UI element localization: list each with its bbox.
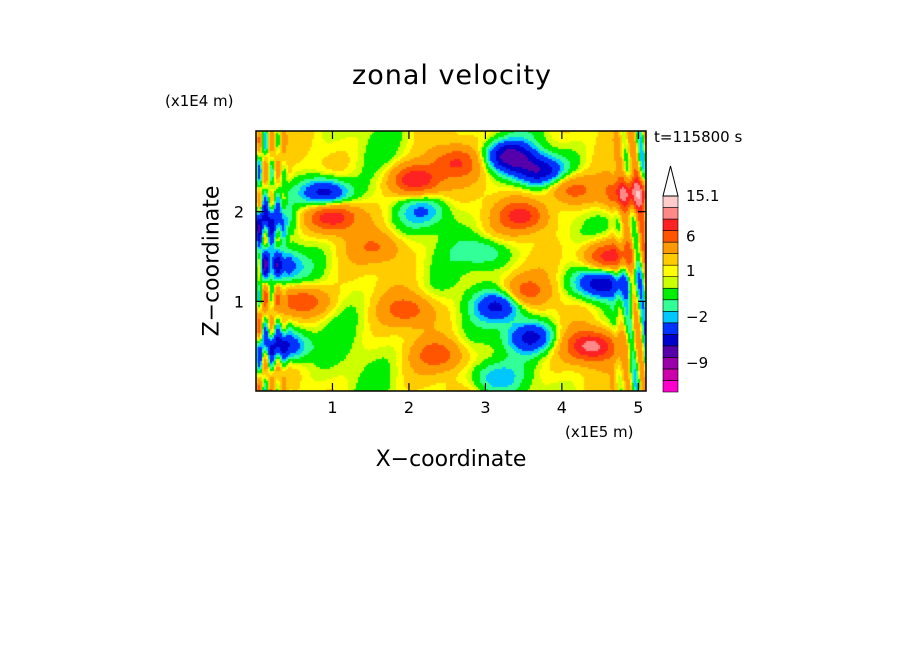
colorbar-swatch [662, 253, 679, 266]
y-axis-label: Z−coordinate [199, 185, 225, 337]
colorbar-label: −2 [686, 308, 708, 326]
colorbar-swatch [662, 264, 679, 278]
chart-title: zonal velocity [352, 60, 552, 91]
x-tick-label: 1 [327, 398, 337, 417]
plot-frame [255, 130, 647, 392]
colorbar: 15.1 6 1 −2 −9 [662, 165, 719, 393]
colorbar-swatch [662, 241, 679, 254]
y-tick-label: 2 [234, 203, 244, 222]
colorbar-swatch [662, 218, 679, 231]
colorbar-label: 15.1 [686, 187, 719, 205]
colorbar-label: −9 [686, 354, 708, 372]
colorbar-swatch [662, 195, 679, 208]
x-tick-label: 2 [404, 398, 414, 417]
colorbar-max-arrow [662, 165, 679, 197]
y-tick-label: 1 [234, 292, 244, 311]
x-axis-label: X−coordinate [375, 447, 527, 472]
colorbar-swatch [662, 345, 679, 358]
colorbar-label: 6 [686, 227, 696, 245]
x-tick-label: 5 [633, 398, 643, 417]
axes: 1 2 3 4 5 1 2 [234, 130, 647, 417]
colorbar-swatch [662, 380, 679, 393]
colorbar-swatch [662, 357, 679, 370]
colorbar-swatch [662, 368, 679, 381]
colorbar-swatch [662, 322, 679, 335]
colorbar-swatch [662, 299, 679, 312]
colorbar-swatch [662, 276, 679, 289]
colorbar-swatch [662, 287, 679, 301]
time-label: t=115800 s [654, 128, 743, 146]
y-axis-unit: (x1E4 m) [165, 92, 234, 110]
x-tick-label: 3 [480, 398, 490, 417]
x-tick-label: 4 [557, 398, 567, 417]
colorbar-swatch [662, 207, 679, 220]
colorbar-swatch [662, 310, 679, 324]
x-axis-unit: (x1E5 m) [565, 423, 634, 441]
colorbar-swatch [662, 334, 679, 347]
contour-field [256, 131, 646, 391]
contour-plot [256, 131, 646, 391]
colorbar-swatch [662, 230, 679, 243]
colorbar-label: 1 [686, 262, 696, 280]
